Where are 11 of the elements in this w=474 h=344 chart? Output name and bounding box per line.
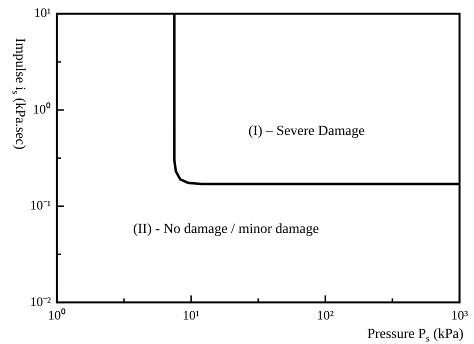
y-tick-label: 10⁻² <box>30 294 51 309</box>
y-tick-label: 10⁰ <box>32 101 51 116</box>
y-axis-title: Impulse is (kPa.sec) <box>10 38 27 150</box>
x-tick-label: 10³ <box>451 308 468 323</box>
y-tick-label: 10⁻¹ <box>30 198 51 213</box>
x-tick-label: 10⁰ <box>48 308 66 323</box>
x-tick-label: 10² <box>316 308 334 323</box>
y-tick-label: 10¹ <box>34 5 51 20</box>
annotation: (II) - No damage / minor damage <box>133 222 319 238</box>
annotation: (I) – Severe Damage <box>248 124 365 140</box>
x-tick-label: 10¹ <box>182 308 200 323</box>
